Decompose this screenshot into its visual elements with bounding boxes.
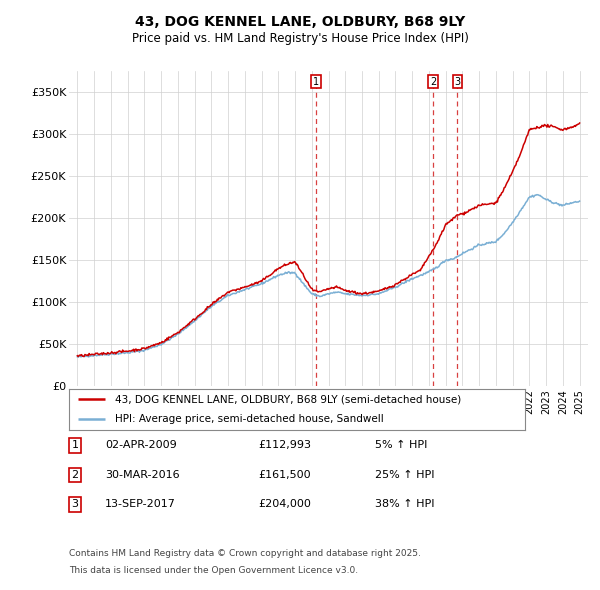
Text: £112,993: £112,993	[258, 441, 311, 450]
Text: 2: 2	[71, 470, 79, 480]
Text: 25% ↑ HPI: 25% ↑ HPI	[375, 470, 434, 480]
Text: 5% ↑ HPI: 5% ↑ HPI	[375, 441, 427, 450]
Text: 3: 3	[454, 77, 460, 87]
Text: 13-SEP-2017: 13-SEP-2017	[105, 500, 176, 509]
Text: 1: 1	[313, 77, 319, 87]
Text: 3: 3	[71, 500, 79, 509]
Text: 38% ↑ HPI: 38% ↑ HPI	[375, 500, 434, 509]
Text: 1: 1	[71, 441, 79, 450]
Text: 43, DOG KENNEL LANE, OLDBURY, B68 9LY (semi-detached house): 43, DOG KENNEL LANE, OLDBURY, B68 9LY (s…	[115, 394, 461, 404]
Text: Contains HM Land Registry data © Crown copyright and database right 2025.: Contains HM Land Registry data © Crown c…	[69, 549, 421, 558]
Text: 02-APR-2009: 02-APR-2009	[105, 441, 177, 450]
Text: 2: 2	[430, 77, 436, 87]
Text: £161,500: £161,500	[258, 470, 311, 480]
Text: This data is licensed under the Open Government Licence v3.0.: This data is licensed under the Open Gov…	[69, 566, 358, 575]
Text: £204,000: £204,000	[258, 500, 311, 509]
Text: Price paid vs. HM Land Registry's House Price Index (HPI): Price paid vs. HM Land Registry's House …	[131, 32, 469, 45]
Text: 43, DOG KENNEL LANE, OLDBURY, B68 9LY: 43, DOG KENNEL LANE, OLDBURY, B68 9LY	[135, 15, 465, 29]
Text: HPI: Average price, semi-detached house, Sandwell: HPI: Average price, semi-detached house,…	[115, 414, 383, 424]
Text: 30-MAR-2016: 30-MAR-2016	[105, 470, 179, 480]
